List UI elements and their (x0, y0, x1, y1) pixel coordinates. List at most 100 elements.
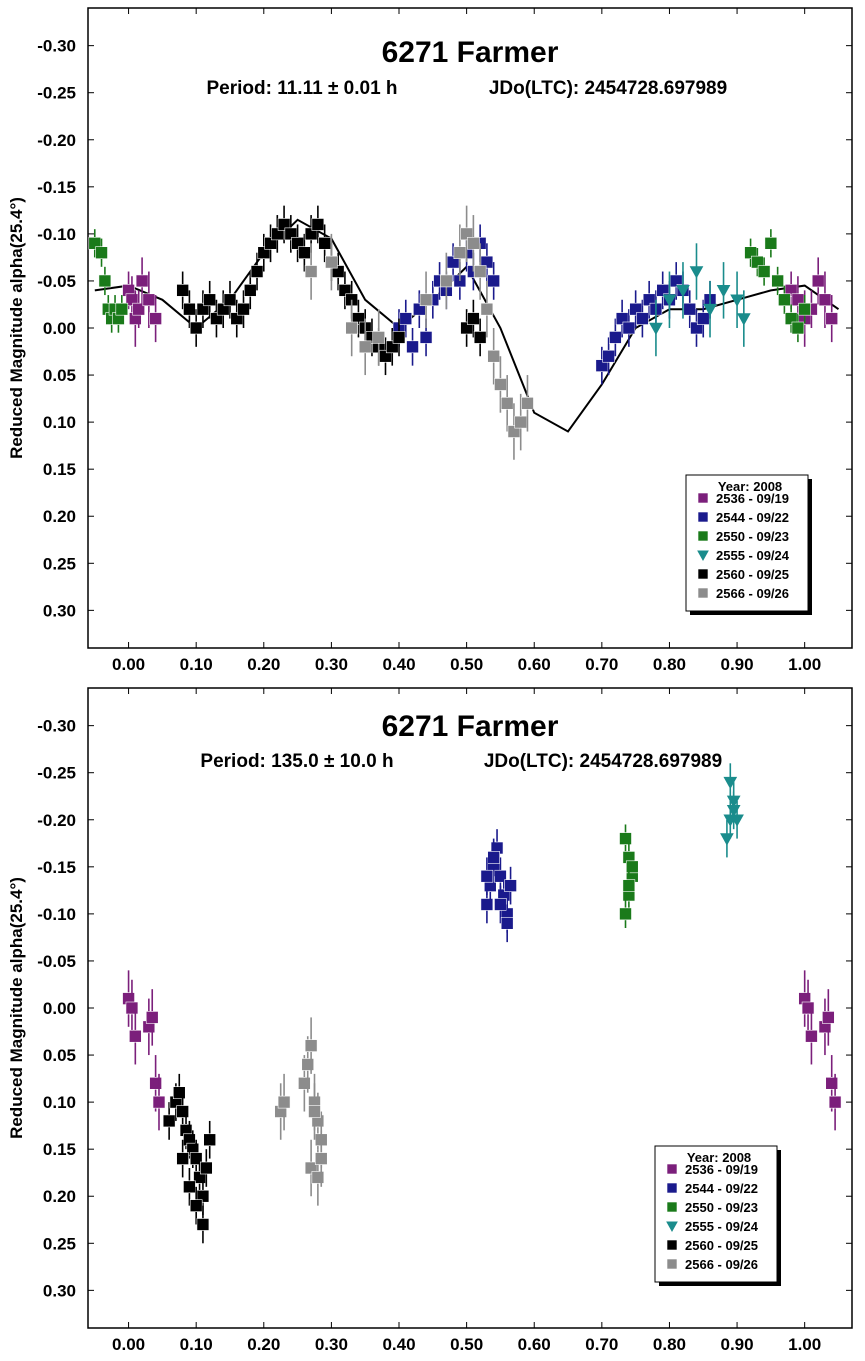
data-point (622, 321, 636, 335)
data-point (176, 1105, 189, 1118)
data-point (311, 218, 325, 231)
data-point (419, 293, 433, 307)
data-point (676, 285, 690, 298)
data-point (703, 303, 717, 317)
data-point (798, 302, 811, 316)
data-point (473, 331, 487, 344)
data-point (440, 274, 453, 288)
legend-entries: 2536 - 09/19 2544 - 09/22 2550 - 09/23 2555… (697, 491, 790, 601)
y-tick-label: -0.25 (37, 764, 76, 783)
legend-swatch (666, 1239, 678, 1251)
data-point (183, 302, 196, 316)
period-label: Period: 135.0 ± 10.0 h (200, 751, 393, 772)
legend-swatch (697, 550, 709, 562)
data-point (358, 340, 372, 354)
y-tick-label: 0.05 (43, 1046, 76, 1065)
y-tick-label: -0.30 (37, 717, 76, 736)
data-point (504, 879, 517, 892)
x-ticks: 0.00 0.10 0.20 0.30 0.40 0.50 0.60 0.70 0.80 0.90… (112, 8, 821, 674)
x-tick-label: 0.60 (518, 1335, 551, 1354)
data-point (95, 246, 108, 260)
jdo-label: JDo(LTC): 2454728.697989 (484, 751, 722, 772)
x-tick-label: 0.10 (180, 1335, 213, 1354)
data-point (619, 832, 632, 845)
legend-swatch (666, 1182, 678, 1194)
x-tick-label: 0.30 (315, 1335, 348, 1354)
x-tick-label: 0.20 (247, 1335, 280, 1354)
y-tick-label: -0.15 (37, 858, 76, 877)
y-tick-label: 0.10 (43, 1093, 76, 1112)
x-tick-label: 0.50 (450, 655, 483, 674)
data-point (494, 378, 507, 391)
chart-svg-top: 6271 Farmer Period: 11.11 ± 0.01 h JDo(L… (7, 7, 853, 674)
legend-entries: 2536 - 09/19 2544 - 09/22 2550 - 09/23 2555… (666, 1162, 759, 1272)
data-point (314, 1152, 328, 1165)
data-point (500, 396, 514, 410)
data-point (609, 331, 622, 344)
data-point (345, 321, 358, 335)
data-point (771, 274, 784, 288)
legend-entry-label: 2536 - 09/19 (685, 1162, 758, 1177)
y-tick-label: 0.00 (43, 319, 76, 338)
data-point (689, 266, 704, 279)
data-point (825, 1076, 839, 1090)
data-point (304, 265, 318, 278)
data-point (132, 302, 146, 316)
series-2550 (619, 824, 639, 928)
legend-swatch (697, 530, 709, 542)
legend-entry-label: 2555 - 09/24 (716, 548, 790, 563)
y-tick-label: 0.30 (43, 1281, 76, 1300)
data-point (619, 907, 632, 921)
chart-title: 6271 Farmer (382, 36, 559, 69)
data-point (791, 321, 805, 335)
data-point (726, 805, 741, 818)
legend-title: Year: 2008 (687, 1150, 751, 1165)
data-point (372, 331, 386, 344)
x-tick-label: 0.70 (585, 655, 618, 674)
series-2536 (122, 257, 839, 347)
data-point (622, 879, 636, 892)
data-point (406, 340, 419, 354)
x-tick-label: 0.00 (112, 655, 145, 674)
x-tick-label: 0.00 (112, 1335, 145, 1354)
y-tick-label: 0.20 (43, 1187, 76, 1206)
x-tick-label: 0.20 (247, 655, 280, 674)
x-tick-label: 0.30 (315, 655, 348, 674)
data-point (825, 312, 839, 325)
data-point (172, 1086, 186, 1100)
y-tick-label: -0.30 (37, 37, 76, 56)
legend: Year: 2008 2536 - 09/19 2544 - 09/22 2550 … (685, 474, 812, 615)
chart-svg-bottom: 6271 Farmer Period: 135.0 ± 10.0 h JDo(L… (7, 687, 853, 1354)
y-tick-label: 0.25 (43, 1234, 76, 1253)
data-point (480, 869, 494, 883)
x-ticks: 0.00 0.10 0.20 0.30 0.40 0.50 0.60 0.70 0.80 0.90… (112, 688, 821, 1354)
data-point (237, 302, 250, 316)
x-tick-label: 0.60 (518, 655, 551, 674)
series-2555 (720, 763, 744, 858)
period-label: Period: 11.11 ± 0.01 h (206, 78, 397, 99)
data-point (636, 312, 649, 325)
chart-title: 6271 Farmer (382, 710, 559, 743)
data-point (203, 293, 216, 307)
data-point (162, 1114, 176, 1128)
legend-swatch (666, 1163, 678, 1175)
y-ticks: -0.30 -0.25 -0.20 -0.15 -0.10 -0.05 0.00 0.05 0.… (37, 717, 852, 1300)
series-2566 (304, 205, 534, 460)
legend-swatch (697, 568, 709, 580)
data-point (277, 1095, 291, 1109)
data-point (473, 265, 487, 278)
data-point (419, 331, 433, 344)
data-point (318, 236, 331, 250)
legend-entry-label: 2550 - 09/23 (716, 529, 789, 544)
y-ticks: -0.30 -0.25 -0.20 -0.15 -0.10 -0.05 0.00 0.05 0.… (37, 37, 852, 620)
x-tick-label: 0.10 (180, 655, 213, 674)
data-point (142, 293, 156, 307)
y-tick-label: 0.20 (43, 507, 76, 526)
lightcurve-panel-top: 6271 Farmer Period: 11.11 ± 0.01 h JDo(L… (0, 0, 865, 680)
series-2560 (162, 1073, 216, 1244)
data-point (243, 284, 257, 297)
legend-swatch (697, 587, 709, 599)
data-point (723, 776, 738, 790)
data-point (487, 851, 500, 864)
data-point (494, 898, 507, 911)
